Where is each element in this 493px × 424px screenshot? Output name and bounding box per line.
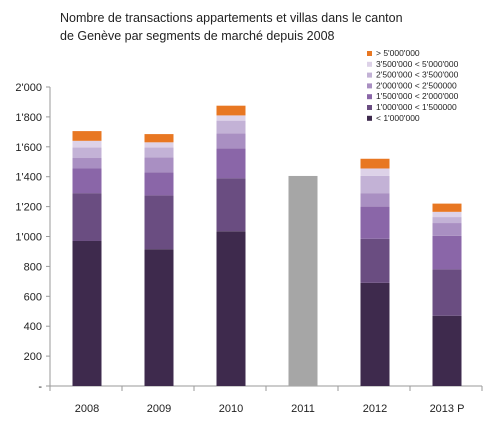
bar-segment bbox=[72, 168, 102, 194]
bars bbox=[72, 105, 462, 386]
bar-segment bbox=[360, 158, 390, 169]
bar-segment bbox=[144, 157, 174, 173]
bar-segment bbox=[216, 148, 246, 179]
bar-segment bbox=[360, 282, 390, 386]
bar-segment bbox=[144, 195, 174, 250]
x-tick-label: 2010 bbox=[219, 403, 243, 415]
bar-segment bbox=[360, 175, 390, 194]
legend-label: < 1'000'000 bbox=[376, 113, 420, 123]
legend-swatch bbox=[367, 94, 372, 100]
legend-swatch bbox=[367, 83, 372, 89]
x-tick-label: 2009 bbox=[147, 403, 171, 415]
y-tick-label: - bbox=[38, 381, 42, 393]
bar-segment bbox=[72, 240, 102, 386]
bar-segment bbox=[72, 193, 102, 241]
y-tick-label: 800 bbox=[24, 261, 42, 273]
y-tick-label: 1'800 bbox=[15, 112, 42, 124]
y-tick-label: 1'400 bbox=[15, 172, 42, 184]
bar-total bbox=[288, 175, 318, 386]
legend-label: > 5'000'000 bbox=[376, 48, 420, 58]
legend-label: 3'500'000 < 5'000'000 bbox=[376, 59, 459, 69]
bar-segment bbox=[72, 140, 102, 148]
bar-segment bbox=[72, 147, 102, 159]
bar-segment bbox=[432, 217, 462, 224]
y-tick-label: 1'200 bbox=[15, 202, 42, 214]
bar-segment bbox=[216, 115, 246, 121]
x-tick-label: 2013 P bbox=[430, 403, 465, 415]
bar-segment bbox=[216, 178, 246, 232]
legend-label: 2'500'000 < 3'500'000 bbox=[376, 70, 459, 80]
y-tick-label: 200 bbox=[24, 351, 42, 363]
bar-segment bbox=[72, 158, 102, 169]
y-tick-label: 600 bbox=[24, 291, 42, 303]
bar-segment bbox=[216, 120, 246, 134]
chart-title-line: de Genève par segments de marché depuis … bbox=[60, 29, 335, 43]
x-tick-label: 2008 bbox=[75, 403, 99, 415]
bar-segment bbox=[432, 269, 462, 316]
legend-swatch bbox=[367, 61, 372, 67]
bar-segment bbox=[216, 133, 246, 149]
legend-label: 1'000'000 < 1'500000 bbox=[376, 102, 457, 112]
bar-segment bbox=[144, 142, 174, 148]
y-tick-label: 2'000 bbox=[15, 82, 42, 94]
bar-segment bbox=[432, 235, 462, 270]
y-tick-label: 400 bbox=[24, 321, 42, 333]
bar-segment bbox=[72, 131, 102, 141]
legend-swatch bbox=[367, 72, 372, 78]
legend-swatch bbox=[367, 115, 372, 121]
bar-segment bbox=[144, 134, 174, 143]
bar-segment bbox=[360, 238, 390, 283]
axes: - 200 400 600 800 1'000 1'200 1'400 1'600 1'800 2'… bbox=[15, 82, 483, 415]
y-tick-label: 1'000 bbox=[15, 232, 42, 244]
bar-segment bbox=[144, 172, 174, 196]
bar-segment bbox=[216, 105, 246, 116]
legend-swatch bbox=[367, 51, 372, 56]
chart-title-line: Nombre de transactions appartements et v… bbox=[60, 11, 403, 25]
chart-title: Nombre de transactions appartements et v… bbox=[60, 11, 403, 43]
x-tick-label: 2011 bbox=[291, 403, 315, 415]
bar-segment bbox=[432, 223, 462, 236]
x-tick-label: 2012 bbox=[363, 403, 387, 415]
bar-segment bbox=[144, 147, 174, 158]
bar-segment bbox=[432, 203, 462, 212]
bar-segment bbox=[360, 168, 390, 176]
bar-segment bbox=[432, 315, 462, 386]
y-tick-label: 1'600 bbox=[15, 142, 42, 154]
bar-segment bbox=[360, 193, 390, 207]
bar-segment bbox=[360, 206, 390, 239]
legend-label: 1'500'000 < 2'000'000 bbox=[376, 91, 459, 101]
bar-segment bbox=[216, 231, 246, 386]
bar-segment bbox=[432, 211, 462, 218]
legend-label: 2'000'000 < 2'500000 bbox=[376, 80, 457, 90]
bar-segment bbox=[144, 249, 174, 386]
legend-swatch bbox=[367, 105, 372, 110]
